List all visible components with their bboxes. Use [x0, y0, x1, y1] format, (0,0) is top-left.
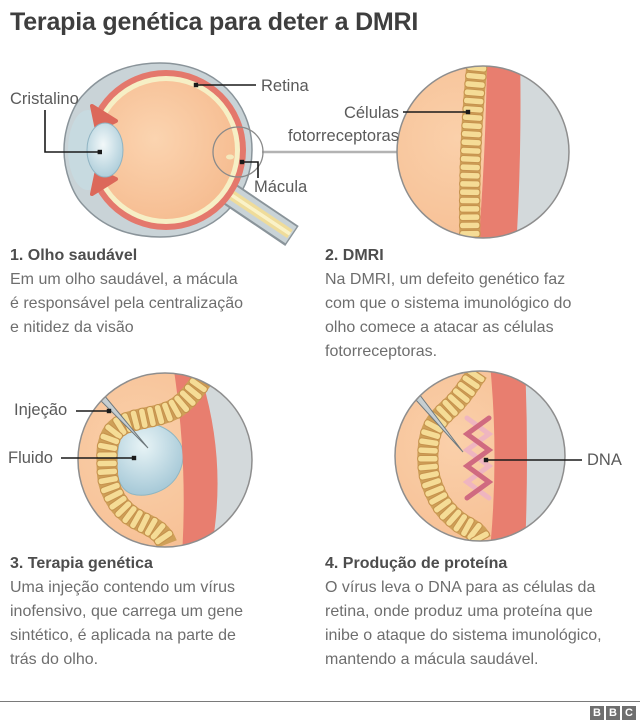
bbc-logo-box: B	[590, 706, 604, 720]
gene-therapy-diagram: Injeção Fluido DNA	[8, 370, 622, 548]
bbc-logo-box: B	[606, 706, 620, 720]
dna-helix	[462, 415, 494, 501]
eye-labels: Cristalino Retina Mácula Células fotorre…	[10, 77, 471, 196]
footer-divider	[0, 701, 640, 702]
label-dna: DNA	[587, 451, 622, 469]
sclera-band	[197, 373, 252, 547]
therapy-labels: Injeção Fluido DNA	[8, 401, 622, 469]
label-celulas-line1: Células	[344, 104, 399, 122]
sclera-band	[516, 66, 569, 238]
macula-notch	[226, 154, 234, 160]
section-protein-production: 4. Produção de proteína O vírus leva o D…	[325, 552, 639, 672]
dna-zoom-circle	[394, 370, 566, 542]
page-title: Terapia genética para deter a DMRI	[10, 8, 419, 36]
photoreceptor-cells	[458, 66, 488, 238]
section-body: O vírus leva o DNA para as células da re…	[325, 579, 602, 668]
label-fluido: Fluido	[8, 449, 53, 467]
label-macula: Mácula	[254, 178, 308, 196]
healthy-eye-diagram: Cristalino Retina Mácula Células fotorre…	[10, 62, 570, 246]
label-injecao: Injeção	[14, 401, 67, 419]
section-heading: 4. Produção de proteína	[325, 555, 508, 572]
section-heading: 2. DMRI	[325, 247, 384, 264]
sclera-band	[525, 371, 565, 541]
section-healthy-eye: 1. Olho saudável Em um olho saudável, a …	[10, 244, 312, 340]
section-body: Em um olho saudável, a mácula é responsá…	[10, 271, 244, 336]
section-heading: 1. Olho saudável	[10, 247, 138, 264]
photoreceptor-zoom-circle	[396, 65, 570, 239]
section-gene-therapy: 3. Terapia genética Uma injeção contendo…	[10, 552, 312, 672]
injection-zoom-circle	[77, 372, 253, 548]
vitreous-body	[97, 81, 235, 219]
bbc-logo: B B C	[590, 706, 636, 720]
eyeball-illustration	[63, 62, 299, 246]
bbc-logo-box: C	[622, 706, 636, 720]
label-retina: Retina	[261, 77, 310, 95]
macula-indicator-circle	[212, 126, 264, 178]
section-dmri: 2. DMRI Na DMRI, um defeito genético faz…	[325, 244, 637, 364]
section-heading: 3. Terapia genética	[10, 555, 153, 572]
lens	[86, 122, 124, 178]
section-body: Uma injeção contendo um vírus inofensivo…	[10, 579, 244, 668]
label-celulas-line2: fotorreceptoras	[288, 127, 399, 145]
section-body: Na DMRI, um defeito genético faz com que…	[325, 271, 572, 360]
label-cristalino: Cristalino	[10, 90, 79, 108]
